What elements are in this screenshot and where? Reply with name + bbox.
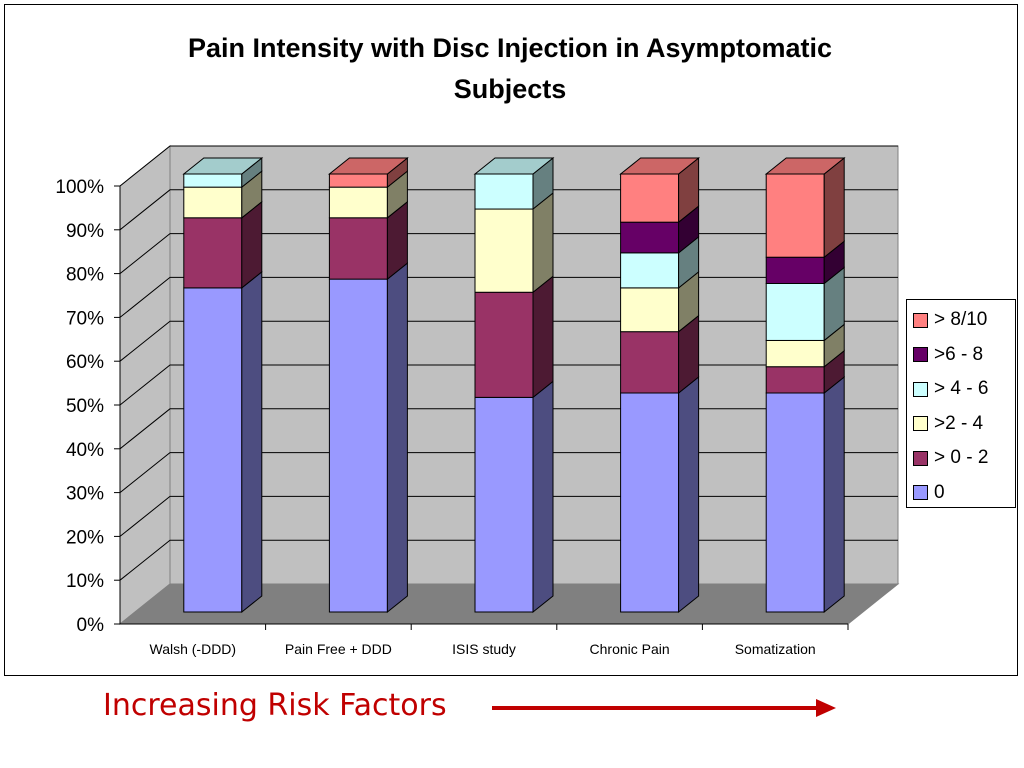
bar-segment: [328, 217, 388, 280]
bar-segment: [620, 221, 680, 254]
bar-segment: [474, 396, 534, 613]
legend-label: > 8/10: [934, 309, 988, 330]
bar-segment: [328, 186, 388, 219]
legend-label: >6 - 8: [934, 343, 984, 365]
legend-label: > 0 - 2: [934, 447, 989, 468]
bar-segment: [474, 291, 534, 398]
y-tick-label: 30%: [66, 484, 104, 505]
legend-item: >6 - 8: [913, 341, 983, 369]
legend-item: > 4 - 6: [913, 375, 988, 403]
bar-top: [619, 157, 701, 175]
y-tick-label: 80%: [66, 265, 104, 286]
chart-title: Pain Intensity with Disc Injection in As…: [187, 33, 833, 104]
bar-segment: [183, 186, 243, 219]
bar-segment-side: [532, 191, 554, 294]
bar-segment-side: [823, 375, 845, 614]
bar-segment: [620, 173, 680, 223]
bar-segment: [765, 392, 825, 613]
chart-legend: > 8/10 >6 - 8 > 4 - 6 >2 - 4 > 0 - 2 0: [906, 299, 1016, 508]
y-tick-label: 50%: [66, 396, 104, 417]
bar-segment-side: [678, 375, 700, 614]
bar-segment: [474, 208, 534, 293]
legend-item: >2 - 4: [913, 410, 983, 438]
legend-item: > 8/10: [913, 306, 987, 334]
bar-segment-side: [532, 275, 554, 399]
legend-swatch: [913, 416, 928, 431]
bar-segment: [620, 392, 680, 613]
legend-label: >2 - 4: [934, 412, 984, 434]
bar-segment: [765, 339, 825, 368]
bar-segment-side: [823, 156, 845, 259]
legend-swatch: [913, 485, 928, 500]
y-tick-label: 60%: [66, 352, 104, 373]
bar-segment: [765, 256, 825, 285]
bar-segment: [620, 331, 680, 394]
bar-segment-side: [532, 380, 554, 614]
legend-swatch: [913, 312, 928, 328]
legend-label: > 4 - 6: [934, 378, 989, 399]
x-category-label: Walsh (-DDD): [150, 641, 237, 657]
x-category-label: Chronic Pain: [590, 641, 670, 657]
bar-segment: [474, 173, 534, 210]
legend-swatch: [913, 450, 928, 466]
bar-segment: [765, 283, 825, 341]
risk-factors-caption: Increasing Risk Factors: [103, 688, 447, 723]
bar-top: [327, 157, 409, 175]
bar-top: [764, 157, 846, 175]
y-tick-label: 90%: [66, 221, 104, 242]
legend-label: 0: [934, 481, 945, 503]
legend-swatch: [913, 347, 928, 362]
bar-segment: [183, 217, 243, 289]
y-tick-label: 100%: [55, 177, 104, 198]
x-category-label: Somatization: [735, 641, 816, 657]
bar-segment: [183, 173, 243, 188]
bar-segment: [183, 287, 243, 613]
bar-segment: [765, 173, 825, 258]
bar-segment: [620, 287, 680, 333]
bar-segment-side: [386, 262, 408, 614]
right-arrow-icon: [492, 699, 836, 717]
bar-top: [473, 157, 555, 175]
legend-swatch: [913, 381, 928, 397]
bar-segment: [765, 366, 825, 394]
bar-segment: [328, 173, 388, 188]
y-tick-label: 40%: [66, 440, 104, 461]
x-category-label: ISIS study: [452, 641, 516, 657]
y-tick-label: 70%: [66, 308, 104, 329]
bar-top: [182, 157, 264, 175]
bar-segment: [328, 278, 388, 613]
legend-item: 0: [913, 479, 945, 507]
x-category-label: Pain Free + DDD: [285, 641, 392, 657]
y-tick-label: 10%: [66, 571, 104, 592]
y-tick-label: 0%: [77, 615, 105, 636]
bar-segment: [620, 252, 680, 289]
y-tick-label: 20%: [66, 527, 104, 548]
gridline: [119, 145, 898, 187]
bar-segment-side: [241, 270, 263, 614]
legend-item: > 0 - 2: [913, 444, 988, 472]
